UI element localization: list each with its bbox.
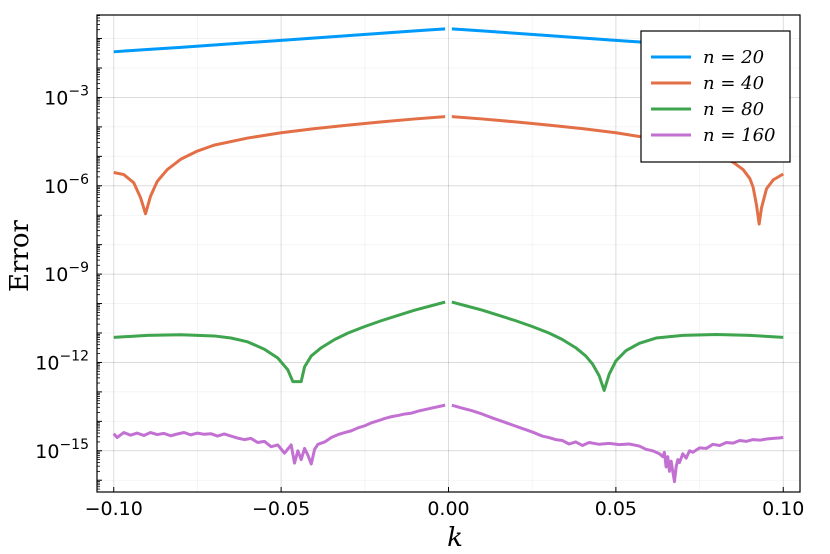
series-line <box>113 115 446 216</box>
y-tick-label: 10−9 <box>44 260 89 286</box>
legend-label: n = 40 <box>703 73 764 94</box>
legend: n = 20 n = 40 n = 80 n = 160 <box>640 30 791 163</box>
x-tick-label: 0.00 <box>427 498 469 520</box>
y-tick-label: 10−6 <box>44 172 89 198</box>
y-axis-title: Error <box>5 219 35 291</box>
legend-label: n = 160 <box>703 125 775 146</box>
x-axis-title: k <box>447 523 463 553</box>
y-tick-label: 10−12 <box>35 348 89 374</box>
series-line <box>113 300 446 384</box>
legend-box <box>640 30 791 163</box>
x-tick-label: 0.10 <box>762 498 804 520</box>
x-tick-label: −0.05 <box>252 498 310 520</box>
series-line <box>451 403 784 484</box>
legend-label: n = 20 <box>703 47 764 68</box>
y-tick-label: 10−15 <box>35 437 89 463</box>
x-tick-label: −0.10 <box>85 498 143 520</box>
x-tick-label: 0.05 <box>595 498 637 520</box>
series-line <box>113 27 446 54</box>
ticks: −0.10 −0.05 0.00 0.05 0.10 10−3 10−6 10−9 10−12 1… <box>35 15 804 520</box>
legend-label: n = 80 <box>703 99 764 120</box>
y-tick-label: 10−3 <box>44 83 89 109</box>
series-line <box>112 403 446 466</box>
series-line <box>451 300 784 392</box>
series-layer <box>112 27 785 484</box>
